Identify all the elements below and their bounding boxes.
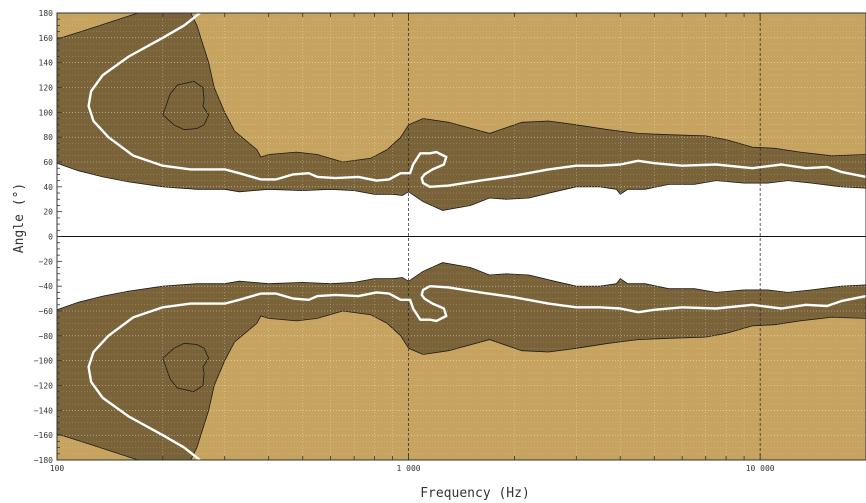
y-tick-label: 80 [43, 133, 53, 142]
y-tick-label: 100 [39, 108, 54, 117]
axes [56, 12, 866, 461]
y-tick-label: 160 [39, 34, 54, 43]
white-contour-lower [87, 285, 866, 461]
contour-outline-upper-outer [56, 12, 866, 163]
y-tick-label: −120 [34, 382, 53, 391]
island-outline-lower [162, 342, 210, 393]
x-axis-title: Frequency (Hz) [420, 486, 530, 501]
y-tick-label: 180 [39, 9, 54, 18]
y-tick-label: 40 [43, 183, 53, 192]
white-contours [87, 12, 866, 461]
y-tick-label: 0 [48, 233, 53, 242]
y-tick-label: −40 [39, 282, 54, 291]
dark-island-upper [162, 81, 209, 130]
contour-outline-lower-outer [56, 310, 866, 461]
y-axis-title: Angle (°) [12, 183, 27, 253]
y-tick-label: 20 [43, 208, 53, 217]
contour-outline-lower-inner [56, 262, 866, 311]
tick-labels: 100 1 000 10 000 180 160 140 120 100 80 60 40 20 0 −2… [34, 9, 775, 473]
light-region-upper [57, 13, 866, 162]
y-tick-label: −60 [39, 307, 54, 316]
dark-island-lower [162, 343, 209, 392]
y-tick-label: −80 [39, 332, 54, 341]
contour-outline-upper-inner [56, 162, 866, 211]
y-tick-label: 120 [39, 84, 54, 93]
x-tick-label: 10 000 [746, 464, 775, 473]
y-tick-label: −100 [34, 357, 53, 366]
x-tick-label: 100 [50, 464, 65, 473]
grid [56, 12, 866, 461]
white-contour-upper [87, 12, 866, 189]
y-tick-label: 60 [43, 158, 53, 167]
y-tick-label: −180 [34, 456, 53, 465]
y-tick-label: −20 [39, 257, 54, 266]
contour-regions [56, 12, 866, 461]
y-tick-label: 140 [39, 59, 54, 68]
y-tick-label: −140 [34, 406, 53, 415]
light-region-lower [57, 311, 866, 460]
x-tick-label: 1 000 [397, 464, 421, 473]
y-tick-label: −160 [34, 431, 53, 440]
island-outline-upper [162, 80, 210, 131]
